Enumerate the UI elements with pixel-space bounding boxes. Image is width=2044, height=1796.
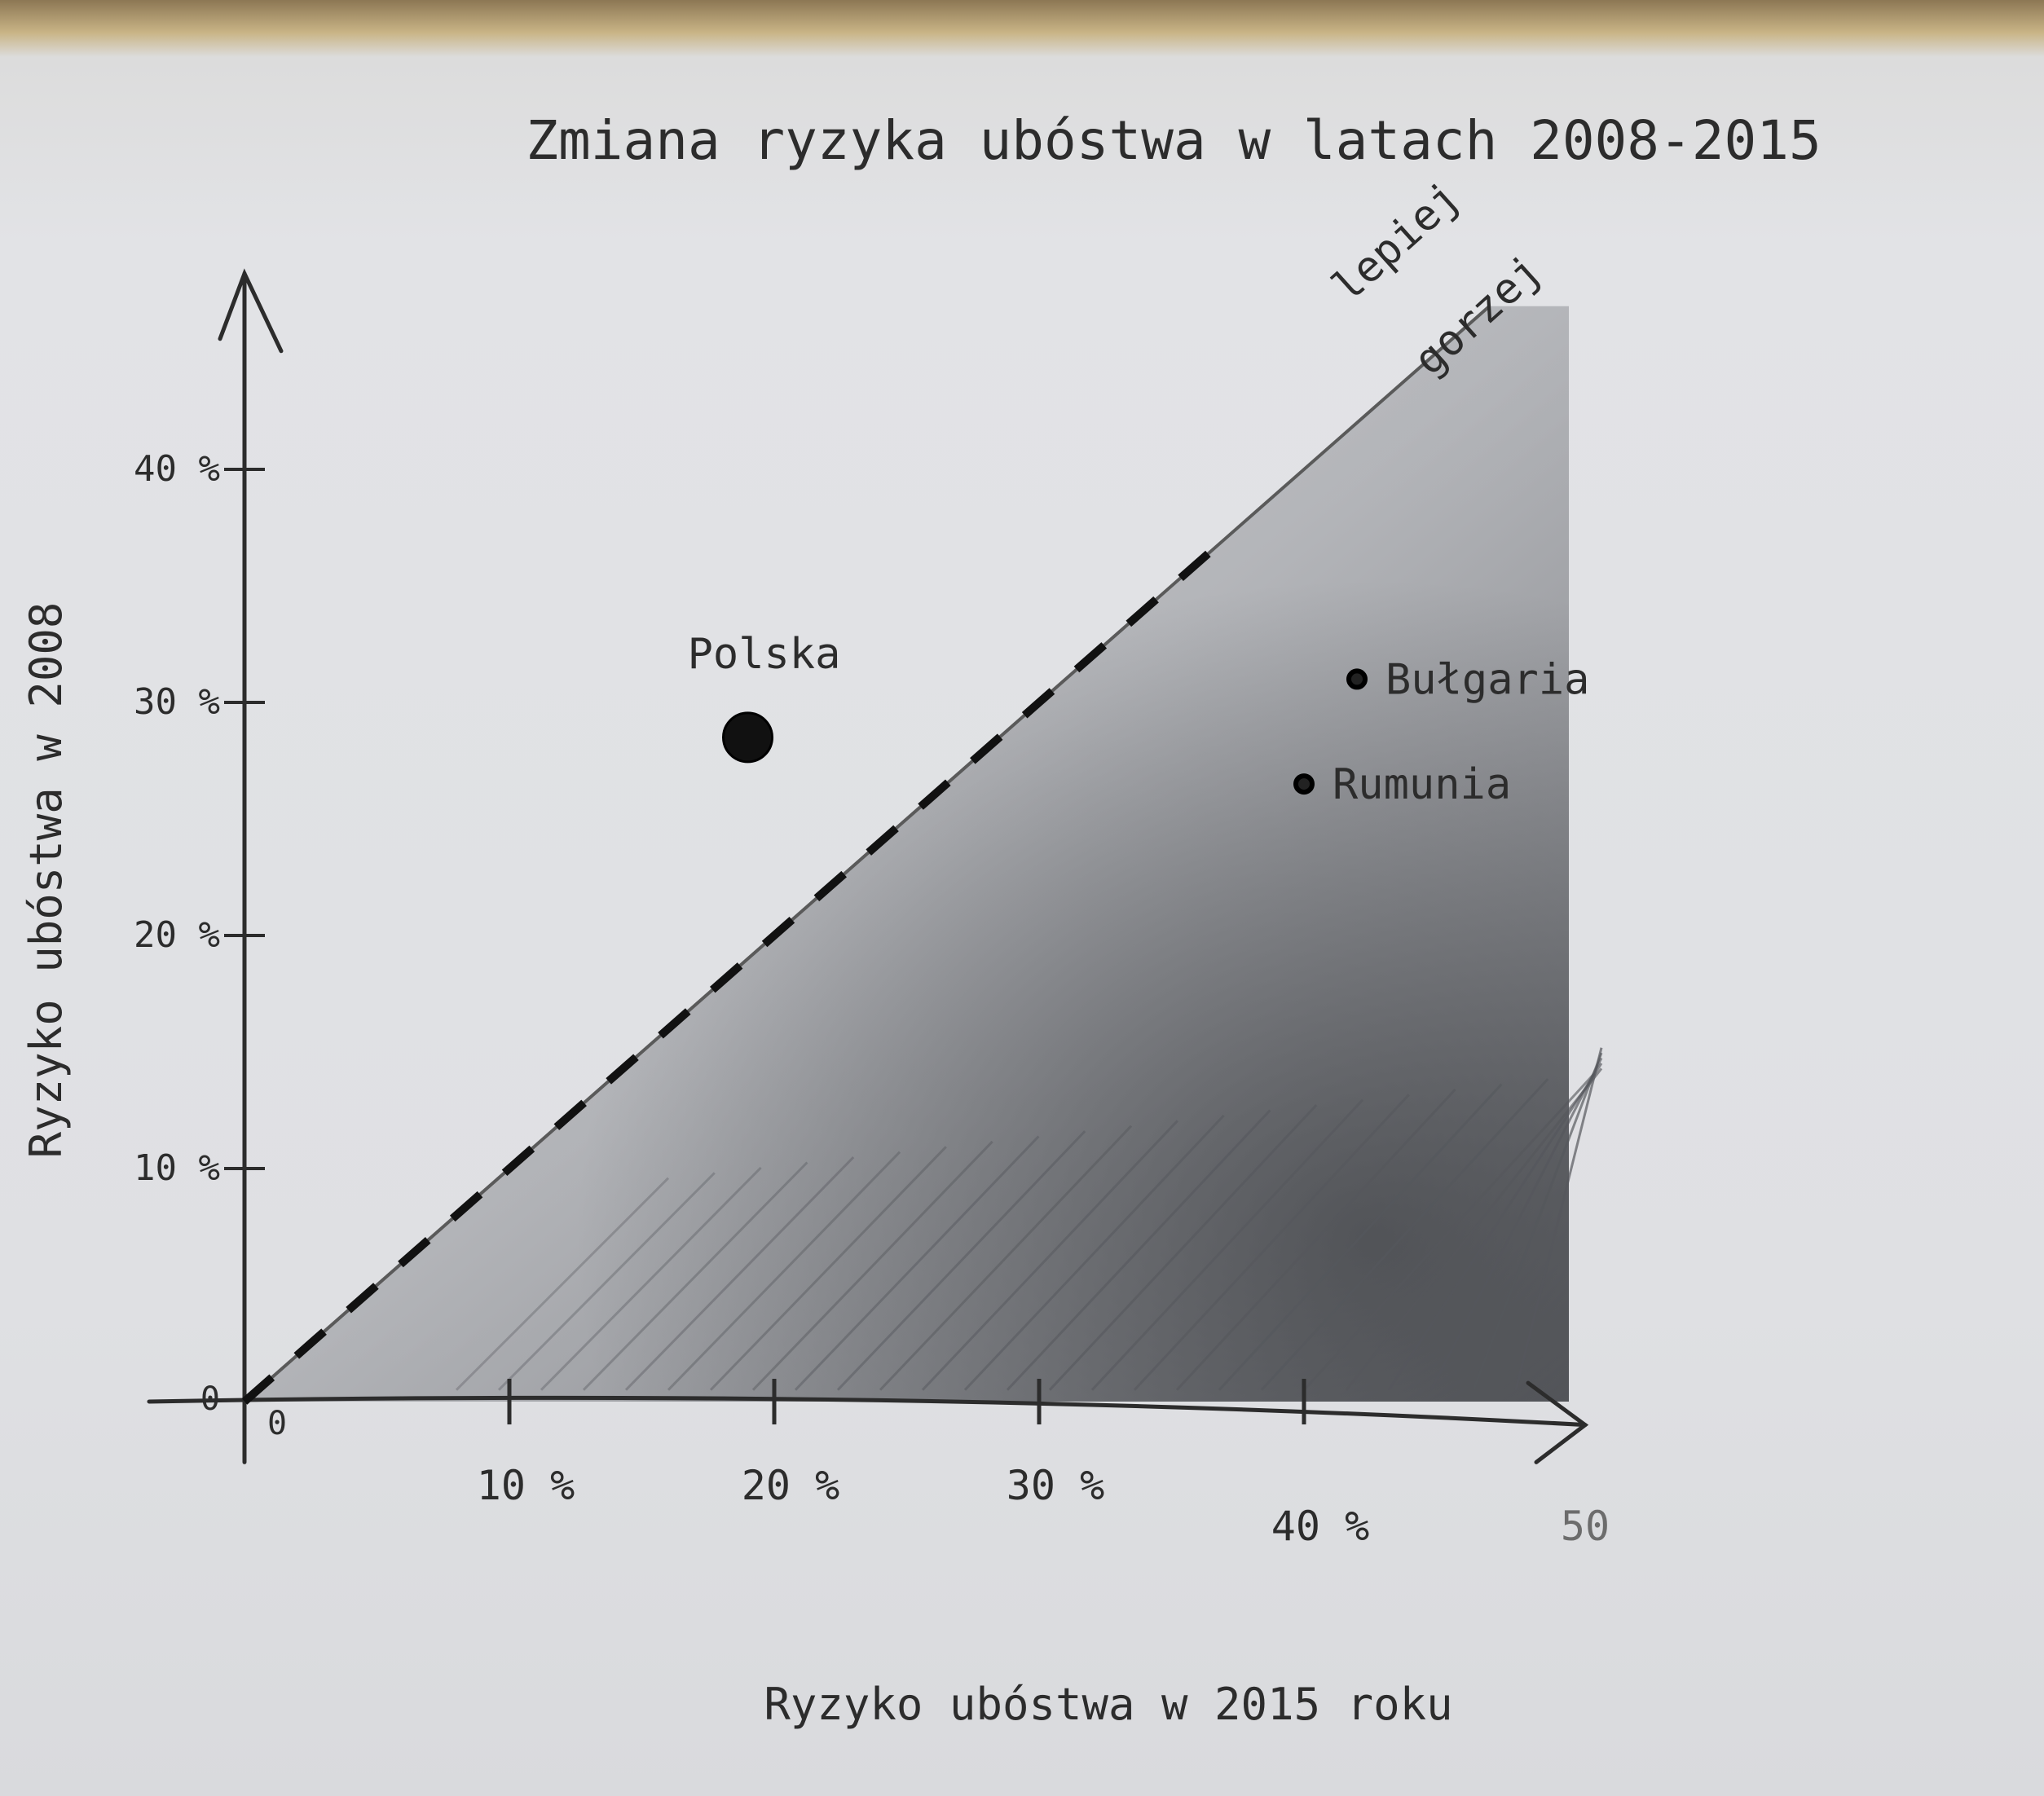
hatch-stroke — [1514, 1047, 1603, 1391]
x-axis-label: Ryzyko ubóstwa w 2015 roku — [764, 1679, 1452, 1730]
reference-line-dashed — [241, 536, 1227, 1405]
y-axis-arrow — [218, 268, 284, 354]
hatch-stroke — [751, 1140, 993, 1391]
data-points — [722, 668, 1368, 795]
data-point-bułgaria — [1346, 668, 1368, 690]
hatch-stroke — [836, 1130, 1086, 1391]
hatch-stroke — [709, 1146, 947, 1391]
y-tick-label: 40 % — [134, 448, 220, 490]
y-axis-label: Ryzyko ubóstwa w 2008 — [20, 602, 72, 1159]
hatch-stroke — [1133, 1094, 1410, 1391]
hatch-stroke — [794, 1135, 1040, 1391]
hatch-stroke — [1429, 1057, 1603, 1391]
hatch-stroke — [1387, 1063, 1603, 1391]
hatch-stroke — [1260, 1078, 1549, 1391]
data-point-label: Bułgaria — [1385, 655, 1589, 704]
x-axis-arrow — [1526, 1380, 1589, 1464]
hatch-stroke — [582, 1161, 808, 1391]
hatch-stroke — [1090, 1098, 1364, 1391]
y-tick-label: 0 — [200, 1380, 220, 1418]
hatch-stroke — [879, 1125, 1133, 1391]
hatch-stroke — [1218, 1083, 1503, 1391]
hatch-stroke — [1345, 1067, 1603, 1391]
hatch-stroke — [667, 1151, 901, 1391]
hatch-stroke — [624, 1156, 855, 1391]
x-tick-label: 10 % — [477, 1462, 575, 1509]
data-point-label: Rumunia — [1333, 760, 1511, 809]
data-point-polska — [722, 711, 773, 764]
x-axis-line — [147, 1395, 1588, 1428]
reference-line-layer — [241, 305, 1491, 1405]
hatch-stroke — [921, 1120, 1178, 1391]
x-tick-label: 40 % — [1271, 1503, 1369, 1550]
hatch-stroke — [963, 1114, 1225, 1391]
hatch-stroke — [455, 1177, 670, 1391]
hatch-stroke — [1048, 1104, 1318, 1391]
data-point-label: Polska — [688, 630, 841, 679]
x-tick-label: 0 — [267, 1405, 287, 1442]
axes — [147, 268, 1589, 1464]
y-tick-label: 10 % — [134, 1147, 220, 1189]
x-tick-label: 20 % — [742, 1462, 839, 1509]
data-point-rumunia — [1293, 773, 1315, 795]
chart-title: Zmiana ryzyka ubóstwa w latach 2008-2015 — [526, 109, 1821, 172]
shading-dark-corner — [244, 306, 1569, 1402]
x-tick-label: 50 — [1561, 1503, 1610, 1550]
y-tick-label: 30 % — [134, 681, 220, 723]
hatch-stroke — [1302, 1072, 1596, 1391]
region-label-above: lepiej — [1324, 173, 1470, 311]
hatch-stroke — [1006, 1109, 1271, 1391]
y-tick-label: 20 % — [134, 914, 220, 956]
shaded-region-below-diagonal — [244, 306, 1603, 1402]
reference-line-solid — [243, 305, 1491, 1403]
hatch-stroke — [540, 1166, 762, 1391]
x-tick-label: 30 % — [1007, 1462, 1104, 1509]
hatch-stroke — [497, 1172, 716, 1391]
hatch-stroke — [1472, 1052, 1603, 1391]
hatch-stroke — [1175, 1088, 1456, 1391]
